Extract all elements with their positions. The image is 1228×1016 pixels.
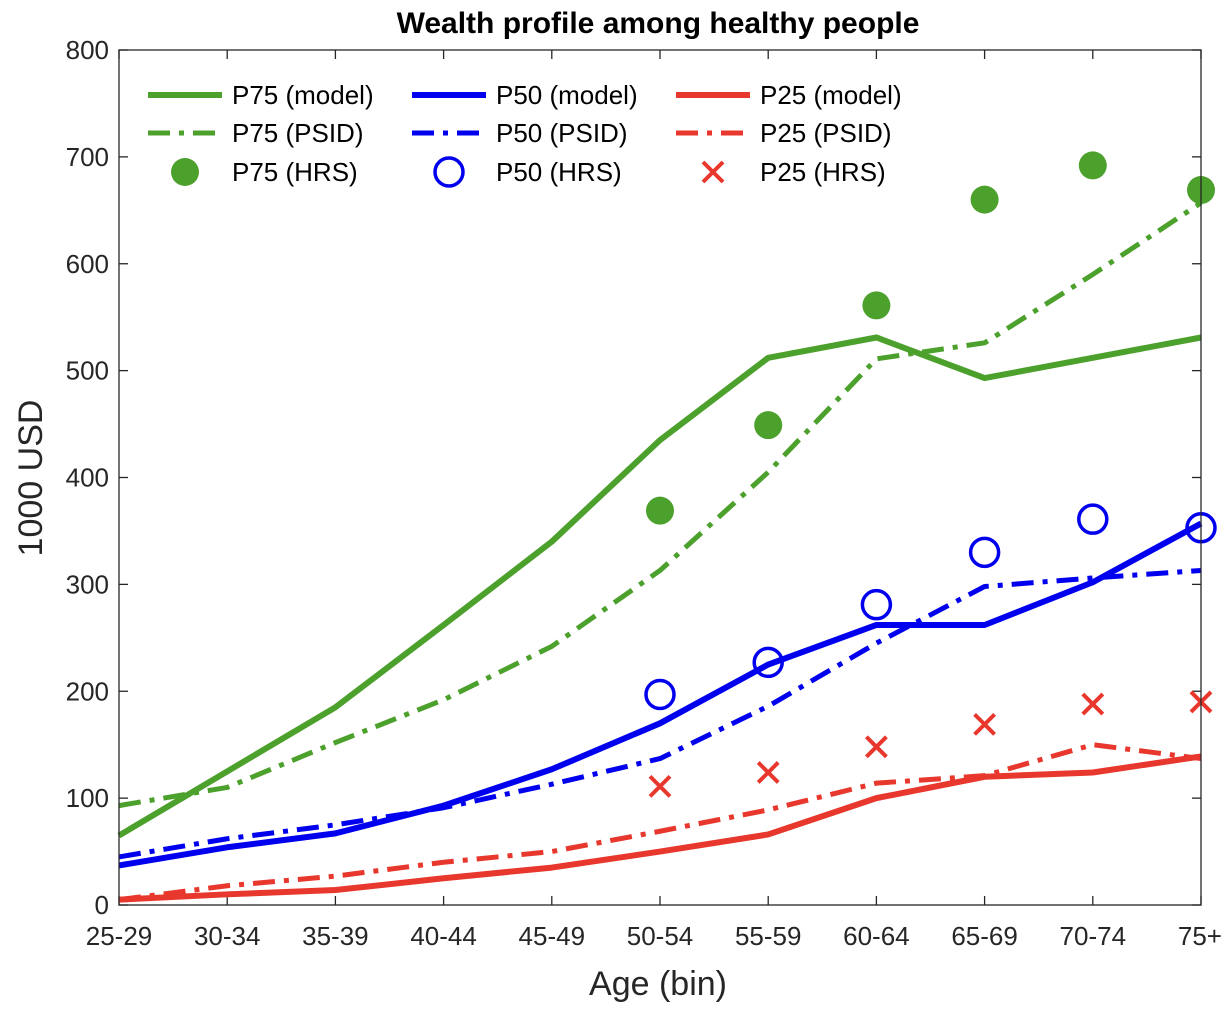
data-point bbox=[970, 185, 999, 214]
series-p75-model bbox=[117, 334, 1202, 839]
series-line bbox=[118, 567, 1202, 860]
series-p75-hrs bbox=[646, 151, 1215, 525]
legend-item: P50 (model) bbox=[412, 80, 638, 110]
legend-item: P75 (HRS) bbox=[171, 157, 358, 187]
y-axis-label: 1000 USD bbox=[12, 400, 50, 557]
chart-title: Wealth profile among healthy people bbox=[397, 7, 920, 40]
legend-label: P50 (HRS) bbox=[496, 157, 622, 187]
y-tick-label: 400 bbox=[66, 463, 109, 493]
legend: P75 (model) P50 (model) P25 (model) P75 (PS… bbox=[148, 80, 902, 188]
data-point bbox=[756, 761, 780, 784]
data-point bbox=[646, 496, 674, 525]
y-tick-label: 0 bbox=[95, 890, 109, 920]
legend-label: P50 (PSID) bbox=[496, 118, 628, 148]
legend-label: P75 (PSID) bbox=[232, 118, 364, 148]
series-line bbox=[118, 200, 1203, 809]
data-point bbox=[968, 536, 1001, 569]
data-point bbox=[648, 774, 672, 798]
series-layer bbox=[117, 151, 1217, 903]
y-tick-label: 300 bbox=[66, 569, 109, 599]
data-point bbox=[973, 712, 997, 736]
y-tick-label: 200 bbox=[66, 676, 109, 706]
data-point bbox=[644, 678, 676, 711]
legend-item: P75 (model) bbox=[148, 80, 374, 110]
series-line bbox=[118, 753, 1202, 903]
axis-ticks: 0 100 200 300 400 500 600 700 800 25-29 30-34 35-39… bbox=[66, 35, 1222, 951]
x-tick-label: 65-69 bbox=[951, 921, 1018, 951]
x-tick-label: 75+ bbox=[1178, 921, 1222, 951]
legend-label: P75 (HRS) bbox=[232, 157, 358, 187]
axes-box bbox=[118, 49, 1202, 906]
data-point bbox=[860, 588, 893, 621]
x-tick-label: 45-49 bbox=[519, 921, 586, 951]
series-p75-psid bbox=[118, 200, 1203, 809]
legend-label: P25 (model) bbox=[760, 80, 902, 110]
data-point bbox=[1077, 503, 1109, 535]
series-p25-hrs bbox=[648, 690, 1213, 798]
series-p50-hrs bbox=[644, 503, 1217, 711]
data-point bbox=[864, 735, 888, 759]
y-tick-label: 700 bbox=[66, 142, 109, 172]
legend-item: P25 (PSID) bbox=[676, 118, 892, 148]
series-p25-psid bbox=[118, 742, 1202, 903]
series-p50-psid bbox=[118, 567, 1202, 860]
legend-swatch bbox=[171, 158, 199, 186]
legend-item: P50 (HRS) bbox=[433, 156, 622, 188]
x-tick-label: 40-44 bbox=[410, 921, 477, 951]
legend-swatch bbox=[433, 156, 465, 188]
x-tick-label: 35-39 bbox=[302, 921, 369, 951]
legend-item: P75 (PSID) bbox=[148, 118, 364, 148]
legend-label: P25 (HRS) bbox=[760, 157, 886, 187]
series-p50-model bbox=[118, 520, 1203, 869]
data-point bbox=[1081, 692, 1105, 716]
legend-label: P50 (model) bbox=[496, 80, 638, 110]
series-p25-model bbox=[118, 753, 1202, 903]
legend-item: P25 (model) bbox=[676, 80, 902, 110]
x-tick-label: 50-54 bbox=[627, 921, 694, 951]
data-point bbox=[754, 411, 783, 440]
x-tick-label: 55-59 bbox=[735, 921, 802, 951]
data-point bbox=[862, 291, 891, 320]
data-point bbox=[1078, 151, 1107, 180]
x-tick-label: 25-29 bbox=[86, 921, 153, 951]
y-tick-label: 600 bbox=[66, 249, 109, 279]
legend-label: P75 (model) bbox=[232, 80, 374, 110]
series-line bbox=[118, 520, 1203, 869]
x-tick-label: 60-64 bbox=[843, 921, 910, 951]
y-tick-label: 800 bbox=[66, 35, 109, 65]
legend-item: P50 (PSID) bbox=[412, 118, 628, 148]
x-tick-label: 70-74 bbox=[1060, 921, 1127, 951]
x-axis-label: Age (bin) bbox=[589, 965, 727, 1003]
x-tick-label: 30-34 bbox=[194, 921, 261, 951]
legend-item: P25 (HRS) bbox=[701, 157, 886, 187]
data-point bbox=[752, 646, 784, 679]
y-tick-label: 100 bbox=[66, 783, 109, 813]
series-line bbox=[118, 742, 1202, 903]
legend-swatch bbox=[701, 160, 725, 184]
y-tick-label: 500 bbox=[66, 356, 109, 386]
legend-label: P25 (PSID) bbox=[760, 118, 892, 148]
series-line bbox=[117, 334, 1202, 839]
